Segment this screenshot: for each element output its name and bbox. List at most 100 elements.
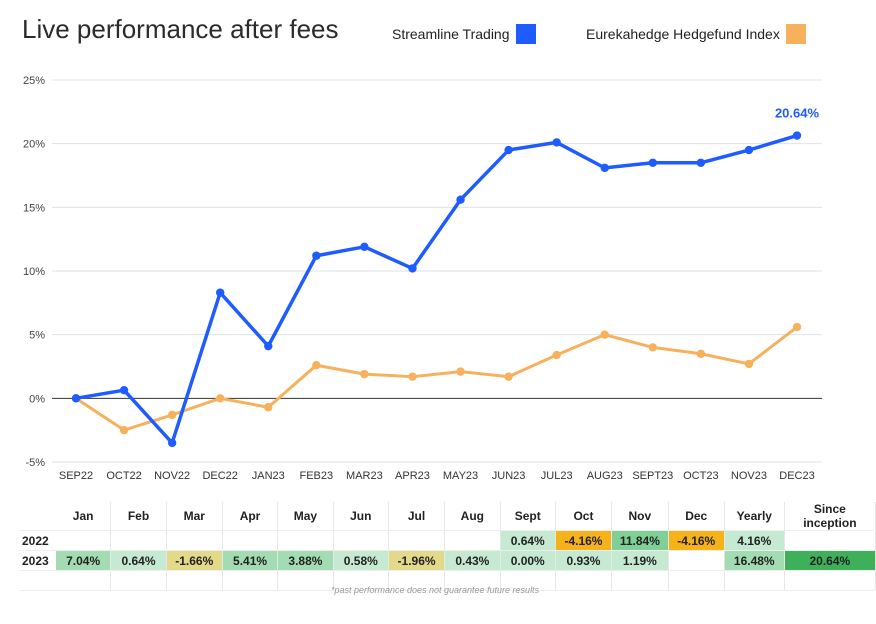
table-cell	[555, 570, 613, 591]
x-tick-label: JAN23	[252, 470, 285, 482]
table-cell: 11.84%	[611, 530, 669, 551]
data-point	[167, 410, 177, 420]
table-cell	[222, 570, 279, 591]
data-point	[744, 145, 754, 155]
legend-swatch-eurekahedge	[785, 24, 806, 44]
row-year-label: 2022	[20, 530, 56, 551]
table-cell: 0.43%	[444, 550, 501, 571]
table-cell	[333, 570, 389, 591]
y-tick-label: 20%	[23, 139, 45, 151]
chart-title: Live performance after fees	[22, 14, 339, 44]
y-tick-label: 10%	[23, 266, 45, 278]
table-cell: -1.66%	[166, 550, 223, 571]
table-cell	[166, 570, 223, 591]
row-year-label: 2023	[20, 550, 56, 571]
table-corner	[20, 502, 56, 531]
table-cell: 16.48%	[724, 550, 785, 571]
data-point	[600, 330, 609, 339]
data-point	[504, 145, 513, 155]
data-point	[696, 158, 706, 167]
table-cell: 0.00%	[500, 550, 556, 571]
data-point	[264, 403, 273, 412]
y-tick-label: 15%	[23, 202, 45, 214]
legend-eurekahedge: Eurekahedge Hedgefund Index	[586, 24, 806, 44]
column-header: May	[277, 502, 334, 531]
table-row: 2022 0.64% -4.16% 11.84% -4.16% 4.16%	[20, 530, 876, 551]
table-cell: 0.58%	[333, 550, 389, 571]
data-point	[167, 438, 177, 448]
data-point	[119, 385, 129, 395]
table-cell	[55, 530, 112, 551]
data-point	[456, 195, 465, 204]
x-tick-label: FEB23	[300, 470, 334, 482]
data-point	[552, 138, 561, 147]
table-cell	[166, 530, 223, 551]
footnote: *past performance does not guarantee fut…	[330, 585, 540, 595]
table-cell	[444, 530, 501, 551]
x-tick-label: SEPT23	[632, 470, 673, 482]
series-line-streamline	[74, 133, 799, 445]
column-header: Dec	[668, 502, 725, 531]
performance-table: Jan Feb Mar Apr May Jun Jul Aug Sept Oct Nov Dec Yea…	[20, 502, 876, 591]
data-point	[792, 131, 802, 140]
table-cell: 0.64%	[500, 530, 556, 551]
table-cell	[55, 570, 112, 591]
data-point	[264, 341, 273, 351]
data-point	[408, 372, 417, 381]
data-point	[696, 349, 706, 358]
x-tick-label: AUG23	[587, 470, 623, 482]
table-cell: 4.16%	[724, 530, 785, 551]
data-point	[552, 350, 561, 360]
table-cell: 0.93%	[555, 550, 613, 571]
x-tick-label: APR23	[395, 470, 430, 482]
data-point	[119, 425, 129, 435]
table-cell: -4.16%	[555, 530, 613, 551]
table-cell: 5.41%	[222, 550, 279, 571]
table-cell: 7.04%	[55, 550, 112, 571]
data-point	[648, 158, 657, 167]
x-tick-label: DEC23	[779, 470, 814, 482]
legend-label-eurekahedge: Eurekahedge Hedgefund Index	[586, 26, 780, 42]
y-tick-label: 0%	[29, 393, 45, 405]
table-cell: -4.16%	[668, 530, 725, 551]
data-point	[792, 322, 802, 332]
x-tick-label: JUL23	[541, 470, 573, 482]
column-header: Mar	[166, 502, 223, 531]
table-header-row: Jan Feb Mar Apr May Jun Jul Aug Sept Oct Nov Dec Yea…	[20, 502, 876, 531]
table-cell	[611, 570, 669, 591]
table-cell	[668, 550, 725, 571]
table-cell	[110, 570, 167, 591]
table-cell: -1.96%	[388, 550, 446, 571]
table-cell	[388, 570, 446, 591]
table-cell	[784, 530, 876, 551]
data-point	[360, 369, 369, 379]
x-tick-label: SEP22	[59, 470, 93, 482]
y-tick-label: -5%	[25, 457, 45, 469]
table-cell	[444, 570, 501, 591]
table-cell	[20, 570, 56, 591]
table-row: 2023 7.04% 0.64% -1.66% 5.41% 3.88% 0.58% -1.96…	[20, 550, 876, 571]
x-tick-label: NOV23	[731, 470, 767, 482]
column-header: Nov	[611, 502, 669, 531]
table-cell	[668, 570, 725, 591]
table-cell	[277, 570, 334, 591]
data-point	[360, 242, 369, 252]
data-point	[600, 163, 609, 173]
column-header: Yearly	[724, 502, 785, 531]
data-point	[216, 394, 225, 403]
x-tick-label: MAR23	[346, 470, 383, 482]
data-point	[456, 367, 465, 376]
column-header: Aug	[444, 502, 501, 531]
table-spacer-row	[20, 570, 876, 591]
data-point	[744, 359, 754, 369]
x-tick-label: MAY23	[443, 470, 478, 482]
table-cell	[784, 570, 876, 591]
table-cell: 20.64%	[784, 550, 876, 571]
data-point	[312, 361, 321, 370]
legend-label-streamline: Streamline Trading	[392, 26, 510, 42]
column-header: Since inception	[784, 502, 876, 531]
column-header: Oct	[555, 502, 613, 531]
table-cell	[388, 530, 446, 551]
data-point	[312, 251, 321, 260]
column-header: Sept	[500, 502, 556, 531]
